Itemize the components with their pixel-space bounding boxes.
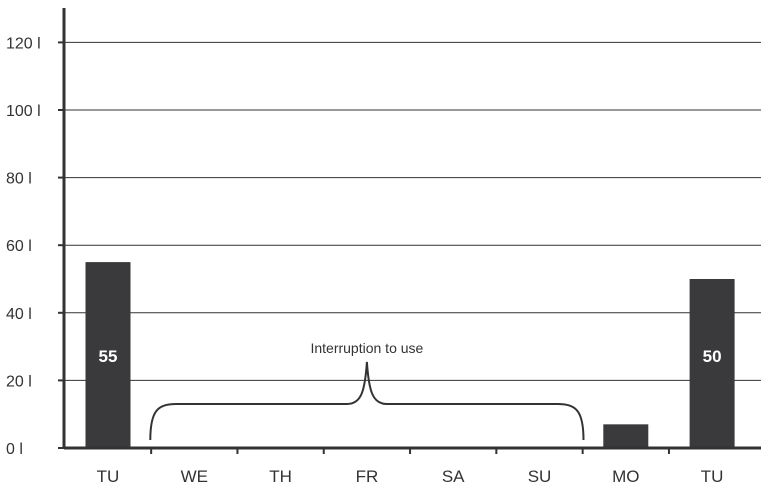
bar [603,424,649,448]
x-tick-label: WE [181,467,208,486]
bar [689,279,735,448]
x-tick-label: FR [356,467,379,486]
data-label: 50 [703,347,722,366]
grid-lines [64,41,761,381]
data-label: 55 [99,347,118,366]
data-labels: 55 50 [99,347,722,366]
interruption-brace [149,361,585,441]
x-tick-label: SA [442,467,465,486]
x-tick-label: MO [612,467,639,486]
annotation-label: Interruption to use [310,340,423,356]
x-tick-label: TU [97,467,120,486]
y-tick-label: 40 l [6,306,32,323]
annotation: Interruption to use [149,340,585,441]
bars [85,262,735,448]
y-tick-label: 120 l [6,35,41,52]
y-tick-labels: 0 l 20 l 40 l 60 l 80 l 100 l 120 l [6,35,41,458]
x-tick-labels: TU WE TH FR SA SU MO TU [97,467,724,486]
x-tick-label: SU [528,467,552,486]
y-tick-label: 60 l [6,238,32,255]
x-tick-label: TH [269,467,292,486]
y-tick-label: 0 l [6,441,23,458]
bar [85,262,131,448]
axes [58,8,761,454]
x-tick-label: TU [701,467,724,486]
y-tick-label: 80 l [6,171,32,188]
y-tick-label: 20 l [6,373,32,390]
y-tick-label: 100 l [6,103,41,120]
